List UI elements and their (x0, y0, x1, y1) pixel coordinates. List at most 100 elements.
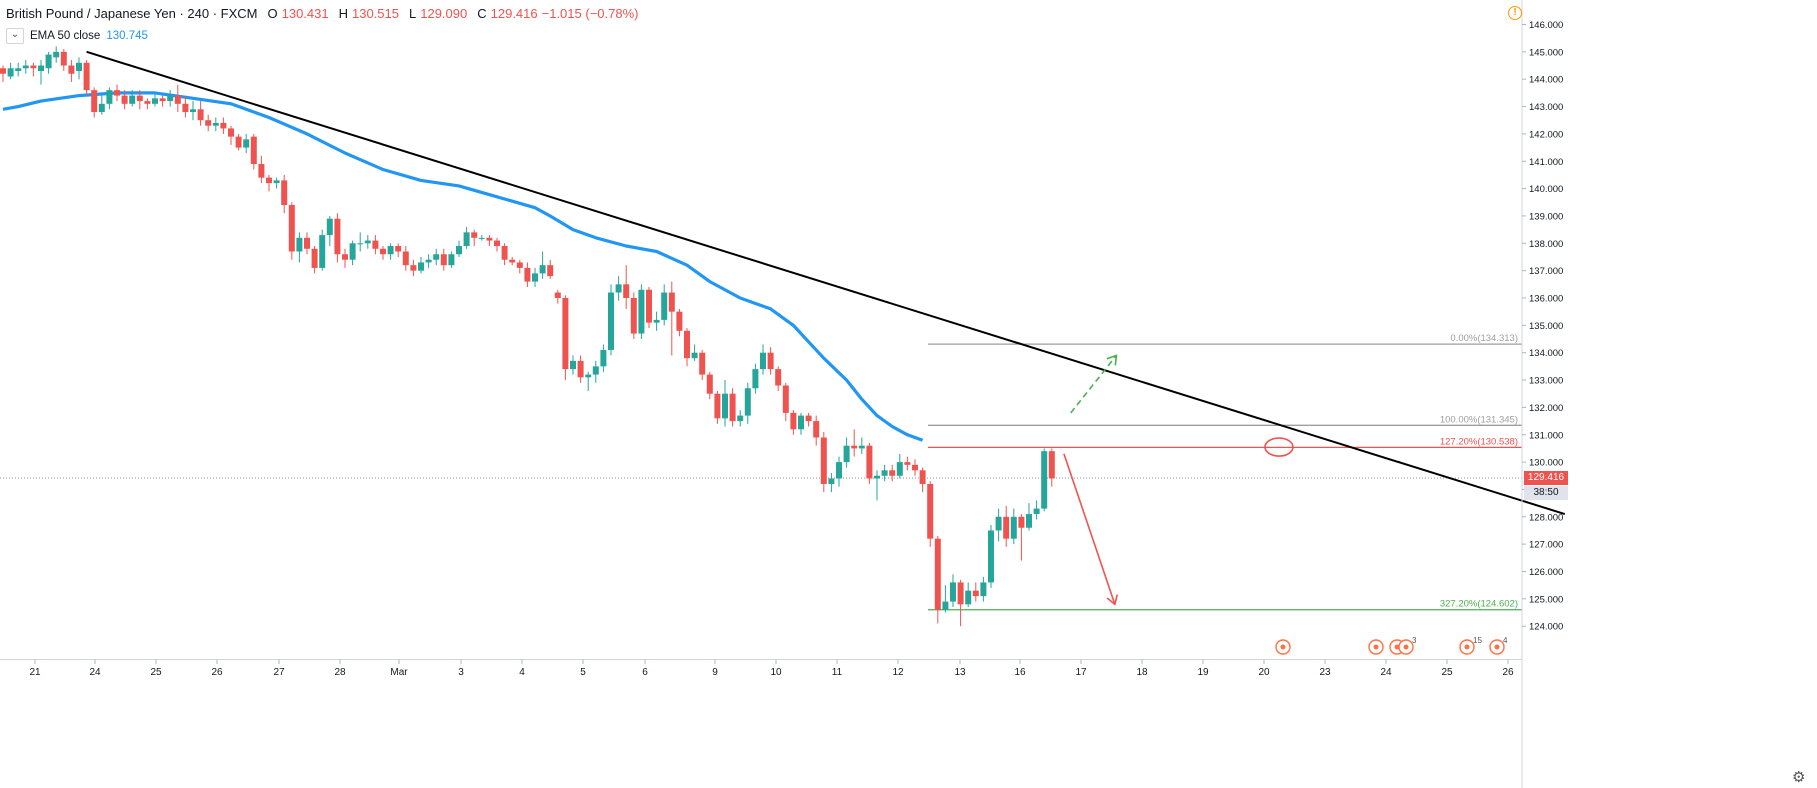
candle-down (182, 103, 189, 113)
last-price-tag: 129.416 (1524, 471, 1568, 486)
event-marker-dot (1280, 644, 1286, 650)
symbol-title[interactable]: British Pound / Japanese Yen · 240 · FXC… (6, 6, 258, 21)
candle-up (744, 388, 751, 416)
candle-down (562, 298, 569, 370)
alert-icon[interactable]: ! (1508, 6, 1522, 20)
x-tick-label: 10 (770, 667, 782, 678)
candle-up (433, 254, 440, 260)
indicator-name[interactable]: EMA 50 close (30, 30, 101, 42)
candle-down (516, 262, 523, 268)
candle-up (1026, 514, 1032, 528)
candle-up (760, 352, 766, 370)
bearish-projection-arrow (1063, 453, 1116, 605)
candle-up (167, 95, 174, 102)
y-tick-label: 131.000 (1529, 430, 1563, 441)
candle-up (798, 415, 804, 430)
candle-down (972, 590, 979, 597)
event-count: 15 (1473, 636, 1482, 645)
high-label: H (338, 6, 348, 21)
candle-up (874, 475, 880, 479)
candle-down (494, 240, 500, 247)
chevron-down-icon[interactable]: ⌄ (6, 28, 24, 44)
candle-up (212, 122, 219, 126)
y-tick-label: 141.000 (1529, 157, 1563, 168)
candle-down (159, 98, 166, 102)
x-tick-label: 24 (1380, 667, 1392, 678)
event-marker-dot (1373, 644, 1379, 650)
candle-up (532, 273, 538, 282)
x-tick-label: 20 (1258, 667, 1270, 678)
candle-down (281, 180, 288, 206)
x-tick-label: 27 (273, 667, 285, 678)
candle-up (152, 98, 158, 104)
candle-down (395, 246, 402, 252)
candle-up (722, 393, 728, 419)
candle-up (653, 319, 660, 323)
candle-down (266, 177, 272, 184)
candle-up (273, 180, 280, 184)
gear-icon[interactable]: ⚙ (1792, 769, 1806, 786)
y-tick-label: 144.000 (1529, 75, 1563, 86)
candle-up (296, 237, 303, 252)
candle-up (570, 360, 576, 370)
candle-up (478, 237, 485, 239)
candle-down (729, 393, 736, 422)
candle-up (950, 582, 956, 602)
candle-down (714, 393, 721, 419)
candle-down (577, 360, 584, 378)
candle-up (608, 292, 614, 350)
x-tick-label: 9 (712, 667, 718, 678)
candle-down (136, 95, 143, 102)
candle-up (858, 445, 865, 449)
y-tick-label: 139.000 (1529, 211, 1563, 222)
downtrend-line (86, 50, 1566, 516)
projection-arrows (1063, 354, 1294, 606)
candle-down (197, 109, 204, 121)
candle-down (706, 374, 713, 394)
y-tick-label: 130.000 (1529, 458, 1563, 469)
candle-down (114, 90, 120, 96)
candle-down (311, 248, 318, 268)
candle-down (866, 445, 873, 479)
candle-down (220, 122, 227, 129)
candle-up (638, 289, 645, 334)
candle-down (1018, 516, 1025, 528)
candle-down (524, 267, 531, 282)
candle-down (851, 445, 858, 449)
event-marker-dot (1394, 644, 1400, 650)
candle-down (205, 120, 212, 126)
x-tick-label: 24 (89, 667, 101, 678)
high-value: 130.515 (352, 6, 399, 21)
x-tick-label: 11 (832, 667, 843, 678)
candle-down (820, 437, 827, 484)
event-marker-dot (1494, 644, 1500, 650)
x-tick-label: 16 (1014, 667, 1026, 678)
candle-up (828, 478, 835, 484)
candle-up (243, 139, 250, 148)
candle-down (919, 470, 926, 484)
candle-up (387, 246, 394, 255)
candle-down (486, 237, 493, 241)
trendline (86, 50, 1566, 516)
y-tick-label: 128.000 (1529, 512, 1563, 523)
ema-50-line (2, 91, 924, 442)
candle-up (7, 68, 14, 77)
candle-down (509, 259, 516, 263)
x-tick-label: 17 (1075, 667, 1087, 678)
y-tick-label: 146.000 (1529, 20, 1563, 31)
y-tick-label: 142.000 (1529, 129, 1563, 140)
candle-down (258, 163, 265, 178)
y-tick-label: 132.000 (1529, 403, 1563, 414)
candle-up (129, 95, 136, 104)
y-tick-label: 125.000 (1529, 594, 1563, 605)
candle-up (843, 445, 850, 463)
candle-up (965, 590, 972, 605)
x-tick-label: 6 (642, 667, 648, 678)
candle-down (957, 582, 964, 605)
candle-up (836, 462, 842, 479)
candle-down (402, 251, 409, 266)
y-tick-label: 124.000 (1529, 622, 1563, 633)
candle-up (357, 243, 364, 245)
fibonacci-levels: 0.00%(134.313) 100.00%(131.345) 127.20%(13… (928, 333, 1522, 611)
